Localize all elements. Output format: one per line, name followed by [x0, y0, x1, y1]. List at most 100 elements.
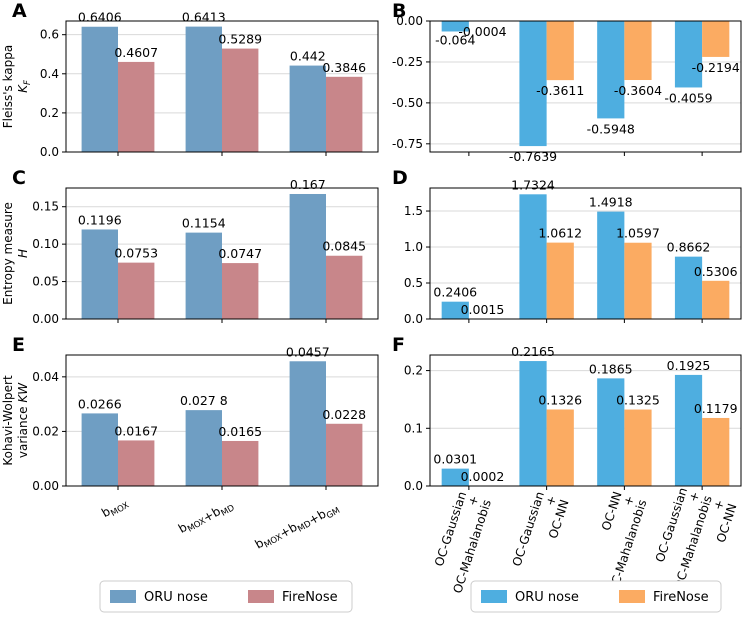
data-label: 1.7324 — [511, 177, 555, 192]
bar — [118, 440, 155, 486]
y-axis-label: Fleiss's kappa — [1, 45, 15, 129]
bar — [519, 194, 547, 319]
y-tick-label: 0.0 — [40, 145, 59, 159]
y-tick-label: 0.10 — [32, 237, 59, 251]
bar — [289, 65, 326, 152]
panel-letter-a: A — [12, 0, 27, 22]
data-label: 0.0002 — [461, 469, 505, 484]
x-category-line: + — [465, 494, 481, 508]
bar — [546, 242, 574, 319]
data-label: 0.0167 — [114, 423, 158, 438]
panel-letter-c: C — [12, 167, 26, 189]
plot-frame — [429, 354, 742, 487]
data-label: -0.3604 — [614, 83, 662, 98]
y-tick-label: 0.6 — [40, 28, 59, 42]
bar — [624, 409, 652, 486]
data-label: 0.1325 — [616, 393, 660, 408]
bar — [185, 410, 222, 486]
data-label: 0.1326 — [538, 392, 582, 407]
bar — [81, 413, 118, 486]
bar — [546, 409, 574, 486]
bar — [624, 21, 652, 81]
panel-d: D 0.0 0.5 1.0 1.5 0.2406 0.0015 1.7324 1.0612 1.4… — [392, 167, 742, 326]
bar — [81, 26, 118, 152]
data-label: 0.0301 — [433, 452, 477, 467]
bar — [702, 417, 730, 486]
bar — [185, 232, 222, 319]
data-label: -0.5948 — [587, 121, 635, 136]
data-label: -0.3611 — [536, 83, 584, 98]
data-label: 0.0266 — [78, 396, 122, 411]
plot-frame — [65, 20, 379, 153]
bar — [519, 361, 547, 486]
y-tick-label: -0.75 — [392, 137, 423, 151]
bar — [624, 242, 652, 319]
data-label: 0.0753 — [114, 246, 158, 261]
data-label: 0.5289 — [218, 32, 262, 47]
bar — [326, 423, 363, 486]
bar — [597, 211, 625, 319]
data-label: 1.4918 — [589, 195, 633, 210]
y-tick-label: 0.0 — [404, 479, 423, 493]
bar — [519, 21, 547, 147]
panel-a: A 0.0 0.2 0.4 0.6 0.6406 0.4607 0.6413 0.5289 0.4… — [1, 0, 379, 159]
x-category-label: bMOX+bMD — [176, 494, 237, 541]
legend-swatch — [110, 590, 136, 603]
data-label: -0.2194 — [692, 60, 740, 75]
data-label: 1.0597 — [616, 226, 660, 241]
legend-swatch — [248, 590, 274, 603]
data-label: -0.064 — [435, 32, 475, 47]
panel-b: B0.00 -0.25 -0.50 -0.75 -0.064-0.0004 -0.7639… — [392, 0, 742, 164]
panel-f: F 0.0 0.1 0.2 0.0301 0.0002 0.2165 0.1326 0.1865… — [392, 334, 742, 595]
y-tick-label: 0.4 — [40, 67, 59, 81]
data-label: 0.1154 — [182, 216, 226, 231]
data-label: 0.027 8 — [180, 393, 228, 408]
data-label: 0.2406 — [433, 285, 477, 300]
x-category-line: OC-Gaussian — [510, 490, 547, 568]
y-tick-label: 0.02 — [32, 424, 59, 438]
x-category-line: OC-NN — [599, 490, 625, 532]
x-category-label: bMOX+bMD+bGM — [252, 494, 342, 559]
y-tick-label: 0.15 — [32, 200, 59, 214]
y-tick-label: 0.00 — [32, 479, 59, 493]
panel-c: C 0.00 0.05 0.10 0.15 0.1196 0.0753 0.1154 0.074… — [1, 167, 379, 326]
legend-left: ORU nose FireNose — [99, 580, 353, 613]
plot-frame — [429, 187, 742, 320]
legend-swatch — [481, 590, 507, 603]
y-axis-label: Entropy measure — [1, 202, 15, 305]
y-axis-label-2: variance KW — [16, 382, 30, 458]
x-category-label: OC-Gaussian+OC-Mahalanobis — [432, 490, 494, 595]
y-tick-label: 0.05 — [32, 275, 59, 289]
data-label: -0.7639 — [509, 149, 557, 164]
plot-frame — [429, 20, 742, 153]
y-tick-label: 0.2 — [404, 364, 423, 378]
data-label: 0.167 — [290, 177, 326, 192]
bar — [81, 229, 118, 319]
data-label: 0.0165 — [218, 424, 262, 439]
data-label: -0.0004 — [458, 24, 506, 39]
y-axis-symbol: H — [16, 249, 30, 258]
bar — [222, 263, 259, 319]
panel-e: E 0.00 0.02 0.04 0.0266 0.0167 0.027 8 0.0165 0.… — [1, 334, 379, 559]
x-category-line: + — [686, 490, 702, 504]
data-label: 0.1925 — [667, 358, 711, 373]
legend-box — [470, 580, 722, 613]
x-category-label: OC-NN+OC-Mahalanobis — [599, 490, 649, 595]
x-category-line: + — [543, 494, 559, 508]
bar — [441, 301, 469, 319]
y-axis-label: Kohavi-Wolpert — [1, 375, 15, 466]
y-tick-label: 0.1 — [404, 421, 423, 435]
data-label: 0.442 — [290, 49, 326, 64]
data-label: 0.6406 — [78, 10, 122, 25]
data-label: 0.3846 — [322, 60, 366, 75]
y-tick-label: 0.04 — [32, 370, 59, 384]
data-label: 0.0457 — [286, 344, 330, 359]
data-label: 0.1179 — [694, 401, 738, 416]
plot-frame — [65, 354, 379, 487]
bar — [289, 193, 326, 319]
data-label: 0.8662 — [667, 240, 711, 255]
bar — [222, 48, 259, 152]
data-label: 1.0612 — [538, 226, 582, 241]
x-category-line: + — [711, 498, 727, 512]
